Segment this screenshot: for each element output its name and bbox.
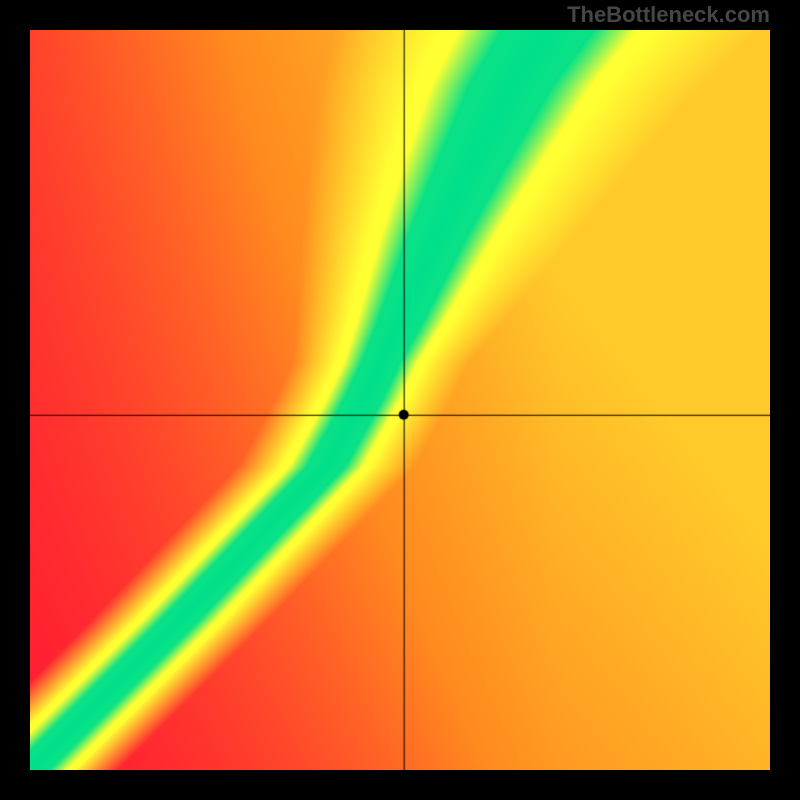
watermark-label: TheBottleneck.com — [567, 2, 770, 28]
chart-container: TheBottleneck.com — [0, 0, 800, 800]
heatmap-canvas — [30, 30, 770, 770]
